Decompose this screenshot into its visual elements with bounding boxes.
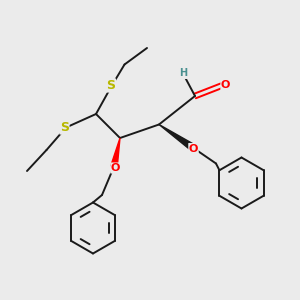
Text: O: O	[221, 80, 230, 91]
Text: O: O	[189, 143, 198, 154]
Text: S: S	[106, 79, 116, 92]
Text: O: O	[111, 163, 120, 173]
Polygon shape	[159, 124, 194, 150]
Text: S: S	[60, 121, 69, 134]
Text: H: H	[179, 68, 187, 79]
Polygon shape	[111, 138, 120, 167]
